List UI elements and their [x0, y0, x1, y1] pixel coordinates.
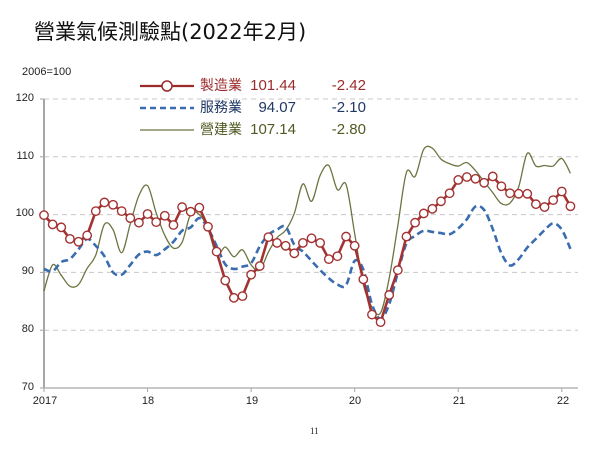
data-point-marker	[203, 221, 213, 232]
data-point-marker	[401, 231, 412, 242]
data-point-marker	[410, 217, 420, 228]
page-number: 11	[310, 426, 319, 436]
data-point-marker	[548, 195, 559, 206]
data-point-marker	[384, 290, 395, 300]
data-point-marker	[47, 219, 58, 230]
data-point-marker	[375, 317, 386, 328]
data-point-marker	[358, 274, 369, 285]
data-point-marker	[211, 246, 222, 257]
data-point-marker	[82, 230, 93, 241]
y-tick-100: 100	[15, 207, 34, 219]
y-tick-110: 110	[16, 150, 34, 162]
legend-name: 服務業	[200, 100, 242, 116]
legend-name: 營建業	[200, 122, 242, 138]
legend-change: -2.10	[331, 99, 366, 116]
y-tick-70: 70	[21, 381, 34, 393]
data-point-marker	[470, 173, 481, 184]
y-tick-120: 120	[15, 92, 34, 104]
chart-title: 營業氣候測驗點(2022年2月)	[34, 20, 307, 44]
data-point-marker	[237, 291, 248, 301]
legend-circle-marker-line-icon	[140, 80, 194, 92]
data-point-marker	[142, 209, 153, 219]
x-tick-18: 18	[141, 395, 155, 407]
y-axis-unit-label: 2006=100	[22, 66, 72, 78]
data-point-marker	[367, 309, 377, 320]
data-point-marker	[159, 210, 170, 221]
data-point-marker	[254, 261, 265, 271]
data-point-marker	[108, 199, 118, 210]
x-tick-20: 20	[348, 395, 362, 407]
data-point-marker	[220, 275, 231, 286]
data-point-marker	[349, 240, 360, 251]
legend-change: -2.80	[331, 121, 366, 138]
data-point-marker	[323, 254, 334, 265]
manufacturing-line	[43, 175, 572, 324]
legend-value: 94.07	[258, 99, 296, 116]
gridlines	[44, 98, 578, 331]
data-point-marker	[272, 238, 282, 248]
data-point-marker	[151, 217, 162, 228]
data-point-marker	[134, 217, 144, 228]
x-tick-19: 19	[245, 395, 259, 407]
data-point-marker	[125, 213, 136, 223]
data-point-marker	[168, 220, 179, 230]
x-tick-21: 21	[452, 395, 466, 407]
data-point-marker	[228, 292, 239, 303]
x-tick-2017: 2017	[32, 395, 58, 407]
data-point-marker	[505, 188, 515, 199]
construction-line	[43, 145, 572, 316]
legend-value: 101.44	[250, 77, 296, 94]
data-lines	[39, 145, 576, 328]
data-point-marker	[315, 238, 326, 248]
data-point-marker	[479, 177, 490, 188]
legend-thin-line-icon	[140, 129, 194, 131]
data-point-marker	[116, 206, 127, 217]
legend-change: -2.42	[331, 77, 366, 94]
data-point-marker	[341, 231, 351, 242]
data-point-marker	[444, 188, 455, 199]
data-point-marker	[306, 233, 317, 244]
data-point-marker	[90, 206, 101, 217]
data-point-marker	[263, 232, 274, 243]
data-point-marker	[531, 199, 541, 210]
data-point-marker	[392, 265, 403, 275]
data-point-marker	[289, 248, 300, 259]
data-point-marker	[487, 171, 498, 182]
data-point-marker	[280, 240, 291, 251]
data-point-marker	[332, 251, 343, 262]
services-line	[43, 204, 572, 320]
data-point-marker	[246, 269, 257, 280]
data-point-marker	[513, 188, 524, 199]
data-point-marker	[99, 197, 110, 208]
data-point-marker	[565, 201, 576, 212]
legend-value: 107.14	[250, 121, 296, 138]
data-point-marker	[496, 181, 507, 192]
data-point-marker	[556, 186, 567, 197]
data-point-marker	[56, 222, 67, 233]
data-point-marker	[427, 203, 438, 214]
data-point-marker	[194, 202, 205, 213]
y-tick-90: 90	[21, 265, 34, 277]
legend-name: 製造業	[200, 78, 242, 94]
data-point-marker	[522, 188, 533, 199]
data-point-marker	[297, 238, 308, 248]
x-tick-22: 22	[556, 395, 570, 407]
data-point-marker	[418, 208, 429, 219]
data-point-marker	[185, 206, 196, 217]
legend-dashed-line-icon	[140, 106, 194, 110]
data-point-marker	[177, 202, 187, 212]
data-point-marker	[39, 210, 49, 221]
data-point-marker	[461, 172, 472, 182]
y-tick-80: 80	[21, 323, 34, 335]
data-point-marker	[453, 175, 464, 185]
data-point-marker	[539, 202, 550, 212]
data-point-marker	[73, 236, 84, 247]
data-point-marker	[436, 196, 446, 207]
data-point-marker	[64, 233, 75, 244]
axes	[40, 98, 578, 392]
